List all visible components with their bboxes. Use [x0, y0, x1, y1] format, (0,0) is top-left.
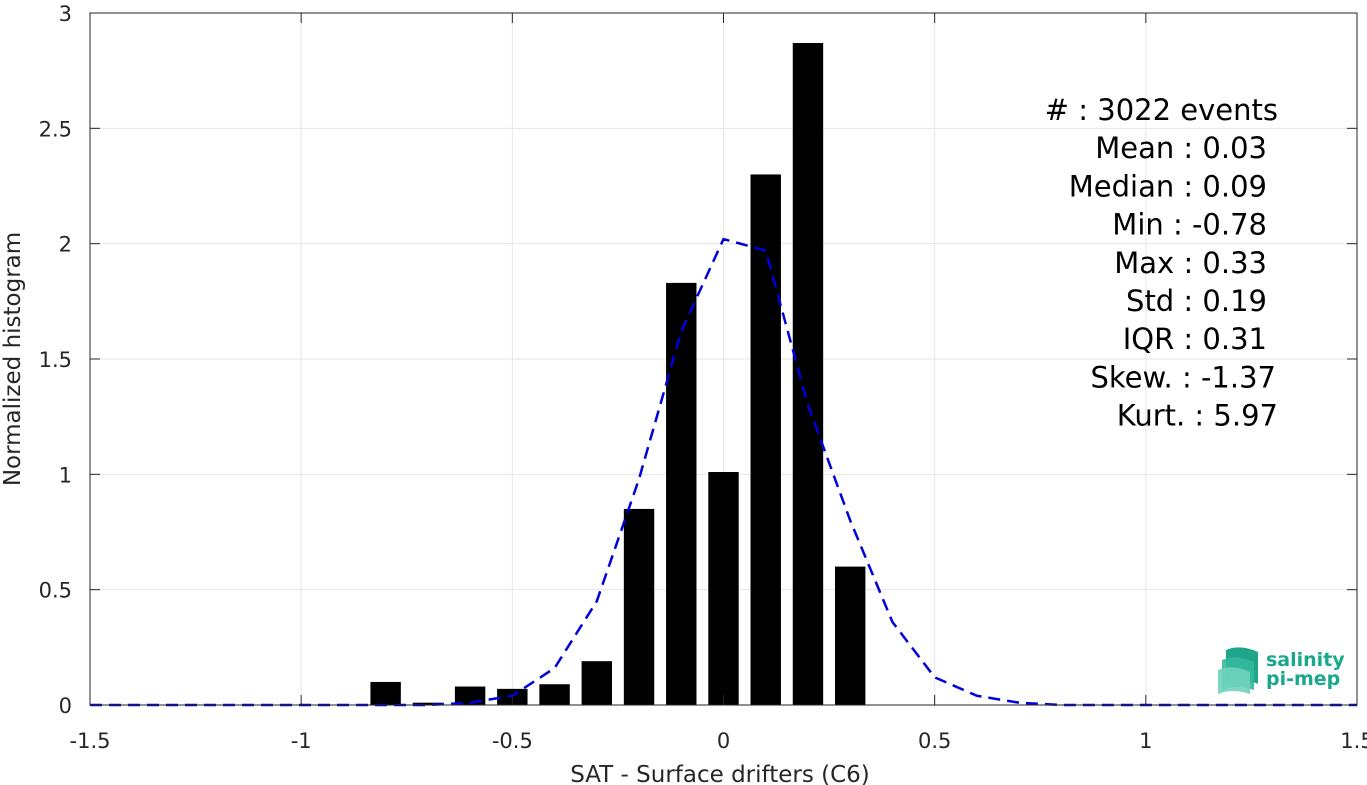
bar — [581, 661, 613, 705]
bar — [792, 42, 824, 705]
bar — [370, 681, 401, 705]
x-axis-ticks: -1.5 -1 -0.5 0 0.5 1 1.5 — [70, 13, 1367, 753]
stats-line: Max : 0.33 — [1114, 246, 1267, 280]
y-tick-label: 2.5 — [39, 117, 72, 141]
x-tick-label: -0.5 — [492, 729, 533, 753]
stats-line: Median : 0.09 — [1069, 169, 1267, 203]
stats-line: Std : 0.19 — [1126, 284, 1267, 318]
stats-line: Min : -0.78 — [1112, 208, 1267, 242]
stats-line: # : 3022 events — [1045, 93, 1278, 127]
bar — [708, 472, 739, 705]
stats-line: Kurt. : 5.97 — [1117, 399, 1278, 433]
histogram-bars — [370, 42, 866, 705]
x-tick-label: 0.5 — [918, 729, 951, 753]
y-axis-label: Normalized histogram — [0, 232, 26, 486]
bar — [750, 174, 781, 705]
y-tick-label: 3 — [59, 2, 72, 26]
y-tick-label: 2 — [59, 233, 72, 257]
y-tick-label: 1 — [59, 463, 72, 487]
bar — [834, 566, 866, 705]
y-axis-ticks: 0 0.5 1 1.5 2 2.5 3 — [39, 2, 1357, 718]
stats-line: IQR : 0.31 — [1123, 322, 1267, 356]
bar — [412, 702, 444, 705]
x-tick-label: 0 — [717, 729, 730, 753]
bar — [666, 282, 697, 705]
x-tick-label: -1 — [291, 729, 312, 753]
stats-line: Mean : 0.03 — [1095, 131, 1267, 165]
logo-wave-icon — [1218, 647, 1258, 694]
y-tick-label: 0.5 — [39, 579, 72, 603]
y-tick-label: 1.5 — [39, 348, 72, 372]
logo-text-salinity: salinity — [1266, 649, 1345, 671]
stats-line: Skew. : -1.37 — [1090, 360, 1276, 394]
y-tick-label: 0 — [59, 694, 72, 718]
logo-text-pimep: pi-mep — [1266, 668, 1340, 690]
x-tick-label: -1.5 — [70, 729, 111, 753]
x-tick-label: 1 — [1139, 729, 1152, 753]
salinity-pimep-logo: salinity pi-mep — [1218, 647, 1345, 694]
x-axis-label: SAT - Surface drifters (C6) — [570, 762, 870, 785]
x-tick-label: 1.5 — [1340, 729, 1367, 753]
bar — [623, 508, 655, 705]
bar — [539, 684, 570, 705]
stats-annotation: # : 3022 events Mean : 0.03 Median : 0.09 M… — [1045, 93, 1278, 433]
